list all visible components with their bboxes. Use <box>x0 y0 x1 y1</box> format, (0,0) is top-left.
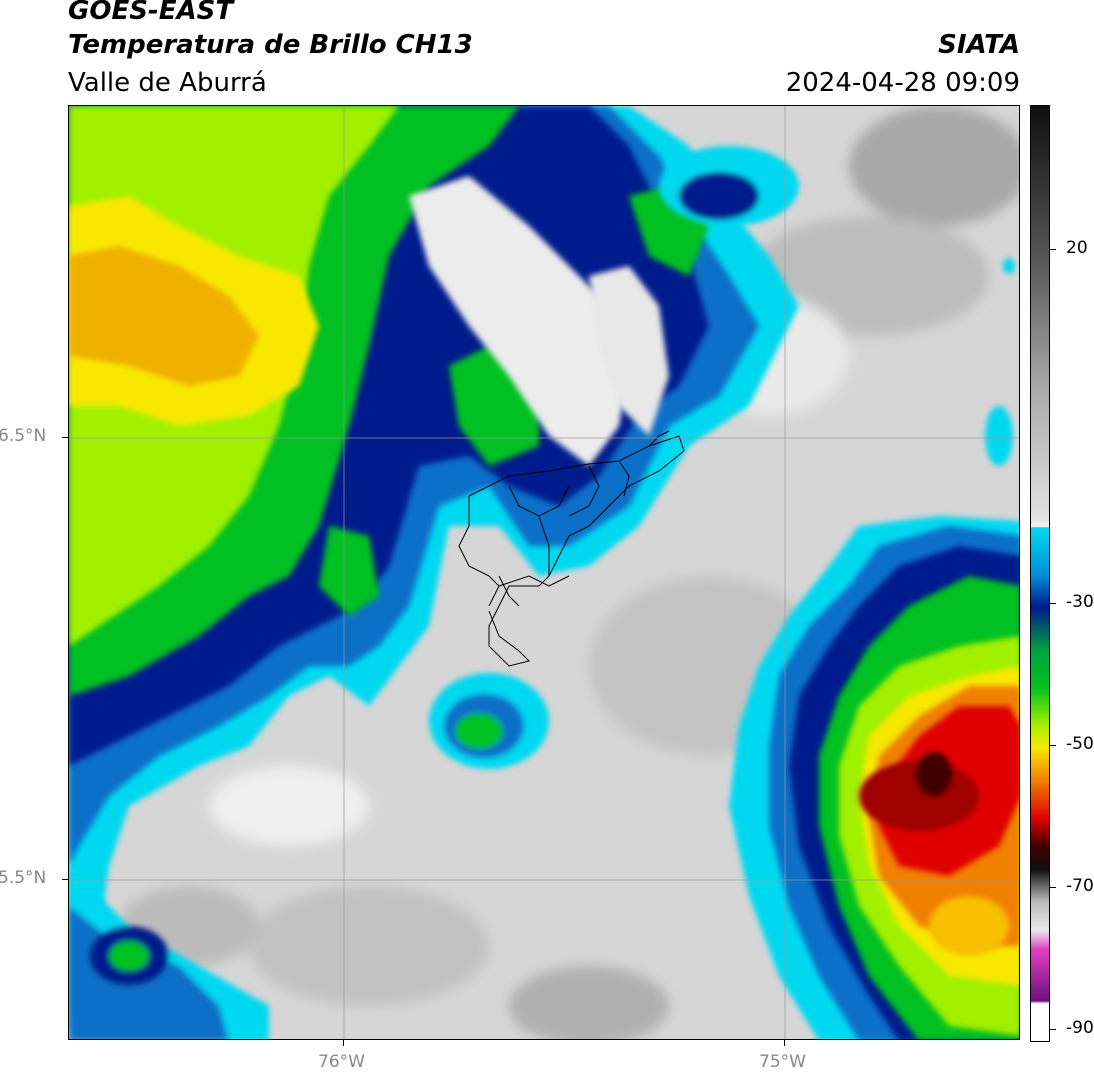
valle-aburra-outline <box>458 430 685 667</box>
lon-label-76: 76°W <box>318 1052 365 1072</box>
cb-label-minus30: -30 <box>1066 592 1094 612</box>
brand-label: SIATA <box>938 30 1020 60</box>
satellite-map[interactable] <box>68 105 1020 1040</box>
datetime-label: 2024-04-28 09:09 <box>785 68 1020 98</box>
satellite-title: GOES-EAST <box>68 0 234 26</box>
lon-tick-76 <box>343 1040 344 1046</box>
cb-tick-minus70 <box>1050 887 1056 888</box>
cb-tick-minus30 <box>1050 603 1056 604</box>
southwest-cloud <box>69 866 269 1039</box>
east-specks <box>659 146 1015 466</box>
lat-label-5.5: 5.5°N <box>0 868 47 888</box>
small-cloud <box>429 673 549 769</box>
product-title: Temperatura de Brillo CH13 <box>68 30 473 60</box>
east-storm <box>729 516 1019 1039</box>
cb-label-minus50: -50 <box>1066 734 1094 754</box>
lat-tick-5.5 <box>62 879 68 880</box>
map-canvas <box>69 106 1019 1039</box>
colorbar-gradient <box>1031 106 1049 1041</box>
cb-tick-20 <box>1050 249 1056 250</box>
lat-tick-6.5 <box>62 437 68 438</box>
lat-label-6.5: 6.5°N <box>0 426 47 446</box>
cb-label-minus70: -70 <box>1066 876 1094 896</box>
cb-tick-minus90 <box>1050 1029 1056 1030</box>
cb-label-minus90: -90 <box>1066 1018 1094 1038</box>
cb-label-20: 20 <box>1066 238 1088 258</box>
lon-label-75: 75°W <box>759 1052 806 1072</box>
lon-tick-75 <box>784 1040 785 1046</box>
region-subtitle: Valle de Aburrá <box>68 68 267 98</box>
cb-tick-minus50 <box>1050 745 1056 746</box>
colorbar <box>1030 105 1050 1042</box>
clear-notch <box>409 176 629 466</box>
clear-notch-2 <box>589 266 669 436</box>
gridlines <box>69 106 1019 1039</box>
